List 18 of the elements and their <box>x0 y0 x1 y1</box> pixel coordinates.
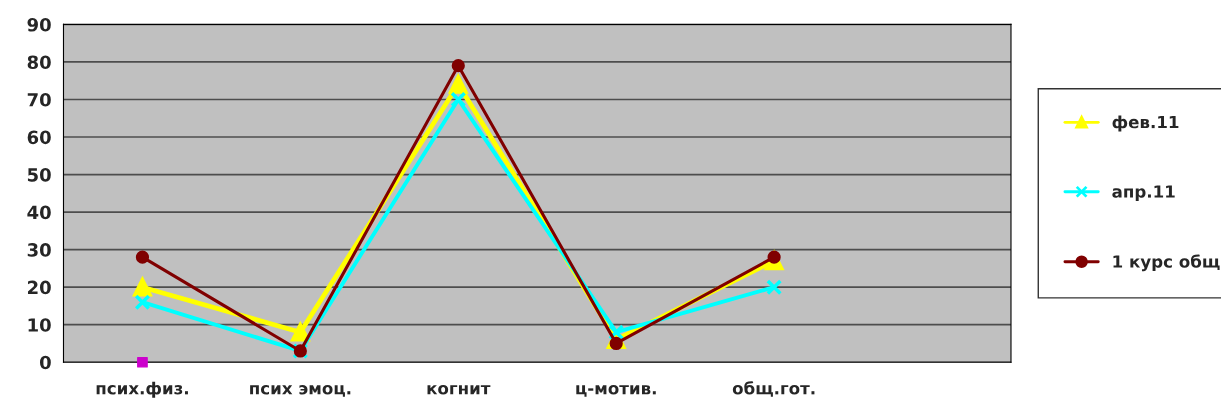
x-tick-label: ц-мотив. <box>576 385 656 397</box>
y-tick-label: 30 <box>27 243 51 257</box>
x-tick-label: псих.физ. <box>96 381 188 398</box>
x-tick-label: когнит <box>427 385 491 395</box>
y-tick-label: 90 <box>27 17 51 32</box>
legend-label: фев.11 <box>1112 115 1179 132</box>
y-tick-label: 60 <box>27 130 51 145</box>
y-tick-label: 20 <box>27 280 51 295</box>
y-tick-label: 40 <box>27 205 51 220</box>
y-tick-label: 10 <box>28 318 51 332</box>
y-tick-label: 70 <box>27 92 51 107</box>
legend-label: 1 курс общ <box>1113 254 1220 272</box>
x-tick-label: общ.гот. <box>732 381 815 397</box>
x-tick-label: псих эмоц. <box>250 385 351 397</box>
legend-label: апр.11 <box>1112 185 1175 202</box>
y-tick-label: 80 <box>27 55 51 70</box>
y-tick-label: 50 <box>27 168 51 182</box>
y-tick-label: 0 <box>39 355 51 370</box>
